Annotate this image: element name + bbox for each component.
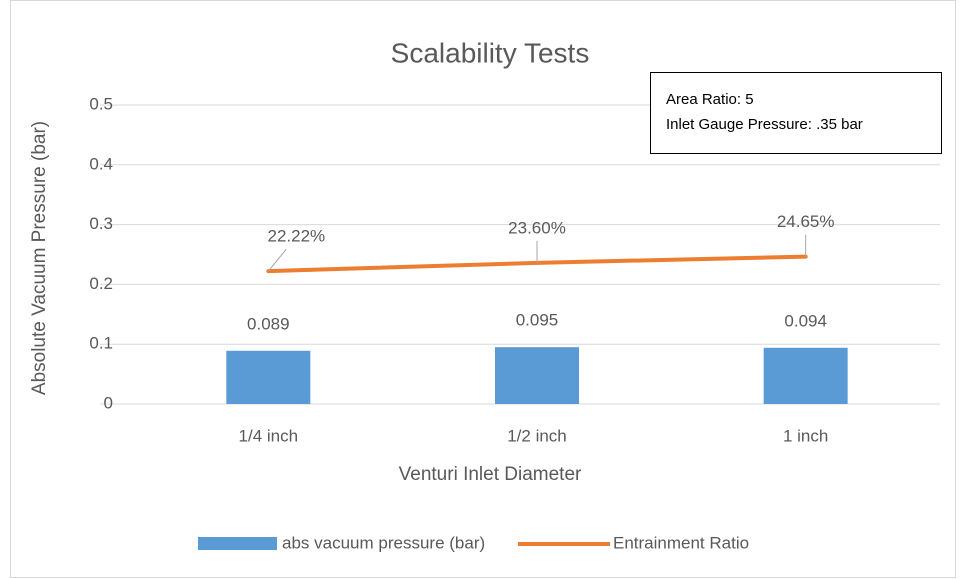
y-axis-title: Absolute Vacuum Pressure (bar) <box>29 121 50 395</box>
legend-label: abs vacuum pressure (bar) <box>282 533 485 552</box>
x-tick-label: 1/4 inch <box>239 426 299 445</box>
leader-line <box>267 248 287 272</box>
y-tick-label: 0 <box>104 393 113 412</box>
y-tick-label: 0.5 <box>89 94 113 113</box>
annotation: Inlet Gauge Pressure: .35 bar <box>666 116 863 133</box>
bar <box>495 347 579 404</box>
data-label: 24.65% <box>777 212 835 231</box>
legend-swatch <box>198 537 277 550</box>
y-tick-label: 0.4 <box>89 154 113 173</box>
data-label: 0.095 <box>516 311 559 330</box>
x-axis-title: Venturi Inlet Diameter <box>399 464 582 485</box>
annotation: Area Ratio: 5 <box>666 91 754 108</box>
x-tick-label: 1 inch <box>783 426 828 445</box>
bar <box>226 350 311 404</box>
data-label: 0.094 <box>784 311 827 330</box>
legend-label: Entrainment Ratio <box>613 533 749 552</box>
x-tick-label: 1/2 inch <box>507 426 567 445</box>
data-label: 23.60% <box>508 218 566 237</box>
data-label: 22.22% <box>267 227 325 246</box>
y-tick-label: 0.3 <box>89 214 113 233</box>
chart-title: Scalability Tests <box>391 37 590 68</box>
data-label: 0.089 <box>247 314 290 333</box>
y-tick-label: 0.1 <box>89 334 113 353</box>
annotation-box <box>650 72 942 154</box>
bar <box>763 347 848 404</box>
y-tick-label: 0.2 <box>89 274 113 293</box>
